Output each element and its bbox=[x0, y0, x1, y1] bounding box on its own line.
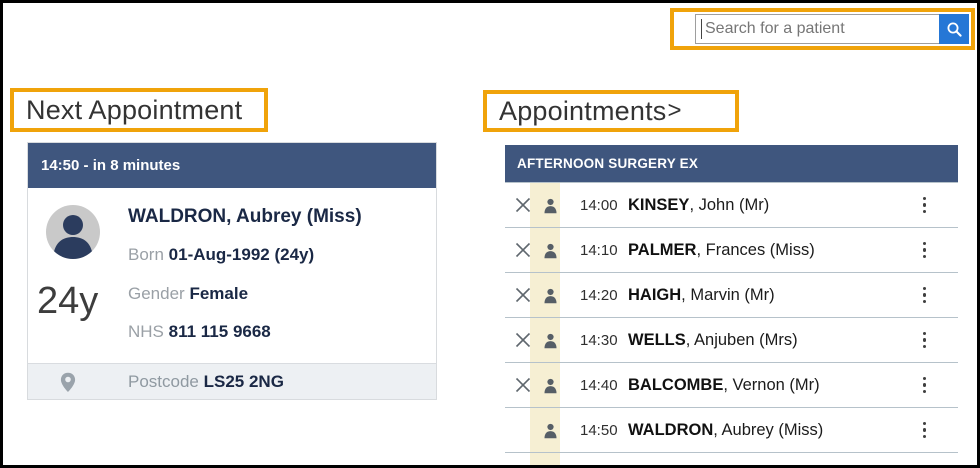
chevron-right-icon[interactable]: > bbox=[667, 97, 682, 124]
cancel-icon[interactable] bbox=[510, 242, 535, 258]
postcode-footer: Postcode LS25 2NG bbox=[28, 363, 436, 399]
patient-forename: , Aubrey (Miss) bbox=[713, 420, 824, 439]
row-menu-button[interactable] bbox=[919, 373, 931, 398]
patient-status-icon[interactable] bbox=[535, 242, 565, 259]
next-appointment-card[interactable]: 14:50 - in 8 minutes 24y WALDRON, Aubrey… bbox=[27, 142, 437, 400]
search-input[interactable] bbox=[695, 14, 939, 44]
appointment-row[interactable]: 14:30 WELLS, Anjuben (Mrs) bbox=[505, 318, 958, 363]
magnifier-icon bbox=[946, 21, 963, 38]
appointments-title[interactable]: Appointments bbox=[499, 95, 667, 126]
appointment-row[interactable]: 14:20 HAIGH, Marvin (Mr) bbox=[505, 273, 958, 318]
appointment-patient[interactable]: WELLS, Anjuben (Mrs) bbox=[628, 331, 798, 350]
postcode-value: LS25 2NG bbox=[203, 371, 284, 391]
patient-status-icon[interactable] bbox=[535, 197, 565, 214]
session-header[interactable]: AFTERNOON SURGERY EX bbox=[505, 145, 958, 183]
cancel-icon[interactable] bbox=[510, 377, 535, 393]
appointment-time: 14:20 bbox=[580, 286, 618, 304]
nhs-label: NHS bbox=[128, 322, 164, 341]
patient-surname: WALDRON bbox=[628, 420, 714, 439]
appointment-time: 14:40 bbox=[580, 376, 618, 394]
patient-forename: , Anjuben (Mrs) bbox=[685, 330, 798, 349]
cancel-icon[interactable] bbox=[510, 332, 535, 348]
postcode-label: Postcode bbox=[128, 371, 199, 391]
text-caret bbox=[701, 19, 702, 39]
appointment-patient[interactable]: WALDRON, Aubrey (Miss) bbox=[628, 421, 823, 440]
appointments-heading-highlight: Appointments > bbox=[483, 90, 739, 132]
patient-surname: BALCOMBE bbox=[628, 375, 724, 394]
patient-surname: HAIGH bbox=[628, 285, 682, 304]
search-button[interactable] bbox=[939, 14, 969, 44]
row-menu-button[interactable] bbox=[919, 238, 931, 263]
gender-value: Female bbox=[189, 284, 249, 303]
patient-summary: 24y WALDRON, Aubrey (Miss) Born 01-Aug-1… bbox=[28, 188, 436, 363]
born-label: Born bbox=[128, 245, 164, 264]
patient-forename: , Marvin (Mr) bbox=[681, 285, 775, 304]
patient-surname: PALMER bbox=[628, 240, 697, 259]
patient-forename: , Frances (Miss) bbox=[696, 240, 815, 259]
gender-label: Gender bbox=[128, 284, 185, 303]
next-appointment-title: Next Appointment bbox=[26, 94, 243, 125]
patient-status-icon[interactable] bbox=[535, 377, 565, 394]
patient-surname: KINSEY bbox=[628, 195, 690, 214]
patient-surname: WELLS bbox=[628, 330, 686, 349]
appointment-time-banner: 14:50 - in 8 minutes bbox=[28, 143, 436, 188]
next-appointment-heading-highlight: Next Appointment bbox=[10, 88, 268, 132]
patient-avatar bbox=[46, 205, 100, 259]
born-value: 01-Aug-1992 (24y) bbox=[168, 245, 315, 264]
status-column-strip bbox=[530, 183, 560, 465]
patient-forename: , Vernon (Mr) bbox=[723, 375, 820, 394]
gender-field: Gender Female bbox=[128, 284, 248, 304]
location-pin-icon bbox=[60, 372, 76, 398]
appointment-patient[interactable]: BALCOMBE, Vernon (Mr) bbox=[628, 376, 820, 395]
patient-status-icon[interactable] bbox=[535, 287, 565, 304]
patient-status-icon[interactable] bbox=[535, 332, 565, 349]
nhs-value: 811 115 9668 bbox=[168, 322, 271, 341]
row-menu-button[interactable] bbox=[919, 418, 931, 443]
patient-name: WALDRON, Aubrey (Miss) bbox=[128, 206, 362, 227]
born-field: Born 01-Aug-1992 (24y) bbox=[128, 245, 314, 265]
appointment-row[interactable]: 14:50 WALDRON, Aubrey (Miss) bbox=[505, 408, 958, 453]
appointment-patient[interactable]: HAIGH, Marvin (Mr) bbox=[628, 286, 775, 305]
appointment-time: 14:30 bbox=[580, 331, 618, 349]
search-highlight-box bbox=[670, 8, 975, 50]
appointment-row[interactable]: 14:40 BALCOMBE, Vernon (Mr) bbox=[505, 363, 958, 408]
cancel-icon[interactable] bbox=[510, 197, 535, 213]
row-menu-button[interactable] bbox=[919, 283, 931, 308]
appointment-time: 14:50 bbox=[580, 421, 618, 439]
appointments-panel: AFTERNOON SURGERY EX 14:00 KINSEY, John … bbox=[505, 145, 958, 465]
appointment-row[interactable]: 14:00 KINSEY, John (Mr) bbox=[505, 183, 958, 228]
age-badge: 24y bbox=[37, 280, 99, 322]
appointment-patient[interactable]: KINSEY, John (Mr) bbox=[628, 196, 769, 215]
person-silhouette-icon bbox=[53, 215, 93, 259]
patient-status-icon[interactable] bbox=[535, 422, 565, 439]
nhs-field: NHS 811 115 9668 bbox=[128, 322, 271, 342]
appointment-patient[interactable]: PALMER, Frances (Miss) bbox=[628, 241, 815, 260]
cancel-icon[interactable] bbox=[510, 287, 535, 303]
appointment-time: 14:10 bbox=[580, 241, 618, 259]
patient-forename: , John (Mr) bbox=[689, 195, 770, 214]
row-menu-button[interactable] bbox=[919, 328, 931, 353]
appointments-list: 14:00 KINSEY, John (Mr) 14:10 PALMER, Fr… bbox=[505, 183, 958, 453]
appointment-time: 14:00 bbox=[580, 196, 618, 214]
appointment-row[interactable]: 14:10 PALMER, Frances (Miss) bbox=[505, 228, 958, 273]
patient-search bbox=[695, 14, 969, 44]
row-menu-button[interactable] bbox=[919, 193, 931, 218]
postcode-field: Postcode LS25 2NG bbox=[128, 372, 284, 392]
